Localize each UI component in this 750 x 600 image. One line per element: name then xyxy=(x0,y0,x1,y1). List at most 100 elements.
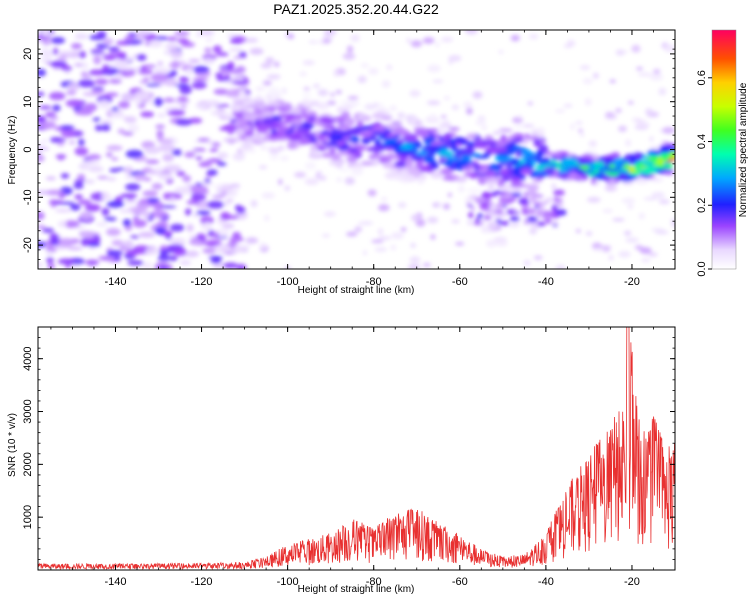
spectrogram-blob xyxy=(190,193,206,202)
spectrogram-blob xyxy=(150,210,168,218)
spectrogram-blob xyxy=(102,37,114,45)
spectrogram-blob xyxy=(492,130,501,136)
spectrogram-blob xyxy=(101,207,110,216)
spectrogram-blob xyxy=(494,174,500,179)
spectrogram-blob xyxy=(38,262,44,268)
spectrogram-blob xyxy=(163,192,171,200)
spectrogram-blob xyxy=(513,165,525,170)
spectrogram-blob xyxy=(479,217,485,224)
spectrogram-blob xyxy=(337,106,351,112)
spectrogram-blob xyxy=(227,127,235,135)
spectrogram-blob xyxy=(409,89,421,98)
spectrogram-blob xyxy=(144,146,161,155)
spectrogram-blob xyxy=(386,64,393,70)
spectrogram-blob xyxy=(184,151,196,158)
spectrogram-blob xyxy=(204,47,212,54)
spectrogram-blob xyxy=(510,158,521,166)
spectrogram-blob xyxy=(220,185,233,192)
spectrogram-blob xyxy=(255,86,266,92)
spectrogram-blob xyxy=(195,103,207,109)
snr-y-tick-label: 2000 xyxy=(22,452,34,476)
spectrogram-blob xyxy=(521,207,529,212)
spectrogram-blob xyxy=(269,154,279,161)
spectrogram-blob xyxy=(79,231,96,239)
spectrogram-blob xyxy=(493,190,503,195)
spectrogram-blob xyxy=(309,115,315,122)
spectrogram-blob xyxy=(350,34,360,42)
spectrogram-blob xyxy=(609,79,616,84)
spectrogram-blob xyxy=(74,33,89,40)
spectrogram-blob xyxy=(162,153,174,162)
spectrogram-blob xyxy=(374,139,382,147)
spectrogram-blob xyxy=(142,77,150,82)
spectrogram-blob xyxy=(284,185,291,192)
spectrogram-blob xyxy=(532,194,544,198)
spectrogram-blob xyxy=(528,135,540,141)
spectrogram-blob xyxy=(653,68,661,75)
spectrogram-blob xyxy=(379,154,388,158)
spectrogram-blob xyxy=(266,74,281,80)
spectrogram-blob xyxy=(259,242,267,250)
spectrogram-blob xyxy=(134,90,152,100)
spectrogram-blob xyxy=(378,236,392,241)
spectrogram-blob xyxy=(575,168,586,175)
spectrogram-blob xyxy=(354,226,363,233)
spectrogram-blob xyxy=(281,114,296,118)
spectrogram-blob xyxy=(501,194,514,199)
spectrogram-blob xyxy=(443,203,451,210)
spectrogram-blob xyxy=(290,108,302,115)
spectrogram-blob xyxy=(111,239,124,247)
spectrogram-blob xyxy=(74,62,84,67)
spectrogram-blob xyxy=(658,87,667,96)
spectrogram-blob xyxy=(495,202,504,209)
spectrogram-blob xyxy=(350,167,364,176)
spectrogram-blob xyxy=(598,245,612,249)
spectrogram-blob xyxy=(590,178,597,185)
spectrogram-blob xyxy=(605,111,615,117)
spectrogram-blob xyxy=(95,222,108,227)
spectrogram-blob xyxy=(330,92,335,97)
spectrogram-blob xyxy=(410,40,423,48)
spectrogram-x-axis-title: Height of straight line (km) xyxy=(298,285,415,296)
spectrogram-blob xyxy=(157,61,164,66)
spectrogram-blob xyxy=(430,171,443,179)
spectrogram-blob xyxy=(156,132,164,141)
spectrogram-blob xyxy=(174,83,190,88)
snr-series-line xyxy=(38,327,675,570)
spectrogram-blob xyxy=(304,178,319,186)
spectrogram-blob xyxy=(277,145,285,151)
spectrogram-blob xyxy=(122,240,134,249)
spectrogram-blob xyxy=(179,85,192,95)
spectrogram-blob xyxy=(220,211,231,221)
spectrogram-blob xyxy=(397,202,407,208)
spectrogram-blob xyxy=(94,124,103,132)
spectrogram-blob xyxy=(106,228,121,237)
spectrogram-blob xyxy=(151,183,163,190)
spectrogram-blob xyxy=(649,73,664,81)
spectrogram-blob xyxy=(612,218,625,222)
spectrogram-blob xyxy=(50,37,66,44)
spectrogram-blob xyxy=(48,91,66,101)
spectrogram-blob xyxy=(442,176,454,181)
spectrogram-blob xyxy=(79,211,94,220)
spectrogram-blob xyxy=(553,189,565,196)
spectrogram-blob xyxy=(38,154,45,163)
spectrogram-blob xyxy=(532,170,541,177)
spectrogram-blob xyxy=(660,152,671,161)
spectrogram-blob xyxy=(467,188,482,193)
spectrogram-blob xyxy=(389,105,397,112)
spectrogram-blob xyxy=(604,158,615,163)
spectrogram-blob xyxy=(499,168,509,175)
spectrogram-blob xyxy=(429,148,441,153)
spectrogram-blob xyxy=(322,140,329,145)
spectrogram-blob xyxy=(233,105,242,113)
spectrogram-blob xyxy=(584,98,592,106)
spectrogram-blob xyxy=(77,173,86,180)
spectrogram-blob xyxy=(407,167,421,176)
spectrogram-blob xyxy=(346,128,362,136)
spectrogram-blob xyxy=(73,181,84,190)
spectrogram-blob xyxy=(392,127,407,136)
spectrogram-blob xyxy=(582,78,593,85)
spectrogram-blob xyxy=(510,186,523,194)
spectrogram-blob xyxy=(543,157,550,163)
